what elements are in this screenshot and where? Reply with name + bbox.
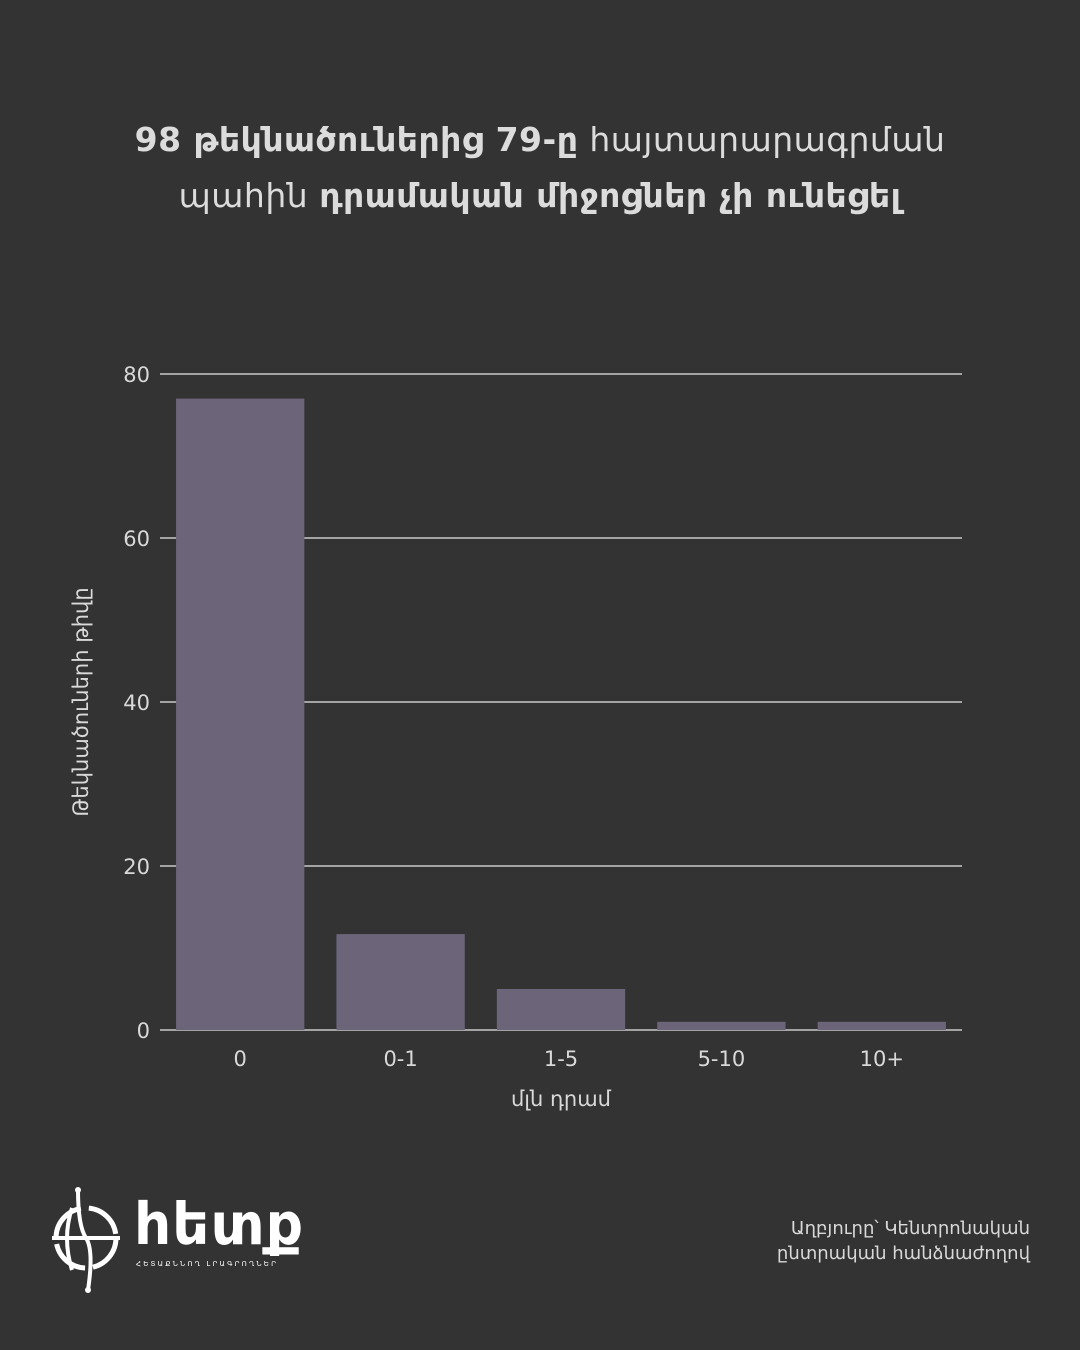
source-line-1: Աղբյուրը՝ Կենտրոնական xyxy=(790,1218,1030,1239)
bar xyxy=(496,989,626,1030)
y-tick-label: 0 xyxy=(137,1019,150,1043)
y-tick-label: 20 xyxy=(123,855,150,879)
source-note: Աղբյուրը՝ Կենտրոնական ընտրական հանձնաժող… xyxy=(670,1216,1030,1266)
bar xyxy=(657,1021,786,1030)
chart-title: 98 թեկնածուներից 79-ը հայտարարագրման պահ… xyxy=(0,112,1080,224)
title-line-2-light: պահին xyxy=(178,176,309,215)
source-line-2: ընտրական հանձնաժողով xyxy=(776,1243,1030,1264)
bar xyxy=(336,934,465,1030)
bar xyxy=(176,398,305,1031)
x-tick-label: 0 xyxy=(234,1047,247,1071)
x-tick-label: 5-10 xyxy=(698,1047,746,1071)
y-tick-label: 80 xyxy=(123,363,150,387)
logo-subtitle: ՀԵՏԱՔՆՆՈՂ ԼՐԱԳՐՈՂՆԵՐ xyxy=(136,1260,279,1268)
x-axis-label: մլն դրամ xyxy=(511,1087,612,1111)
logo-wordmark: հետք xyxy=(134,1190,305,1258)
title-line-2-bold: դրամական միջոցներ չի ունեցել xyxy=(319,176,902,215)
globe-icon xyxy=(52,1187,120,1293)
x-tick-label: 0-1 xyxy=(383,1047,417,1071)
y-tick-label: 60 xyxy=(123,527,150,551)
title-line-1-bold: 98 թեկնածուներից 79-ը xyxy=(134,120,579,159)
x-tick-label: 1-5 xyxy=(544,1047,578,1071)
y-tick-label: 40 xyxy=(123,691,150,715)
bar-chart: 0 20 40 60 80 0 0-1 1-5 5-10 10+ մլն դրամ Թեկնածուն… xyxy=(69,363,962,1111)
bar xyxy=(817,1021,946,1030)
title-line-1: 98 թեկնածուներից 79-ը հայտարարագրման xyxy=(0,112,1080,168)
title-line-2: պահին դրամական միջոցներ չի ունեցել xyxy=(0,168,1080,224)
y-axis-label: Թեկնածուների թիվը xyxy=(69,587,93,816)
title-line-1-light: հայտարարագրման xyxy=(589,120,946,159)
x-tick-label: 10+ xyxy=(860,1047,904,1071)
logo: հետք ՀԵՏԱՔՆՆՈՂ ԼՐԱԳՐՈՂՆԵՐ xyxy=(48,1186,308,1296)
